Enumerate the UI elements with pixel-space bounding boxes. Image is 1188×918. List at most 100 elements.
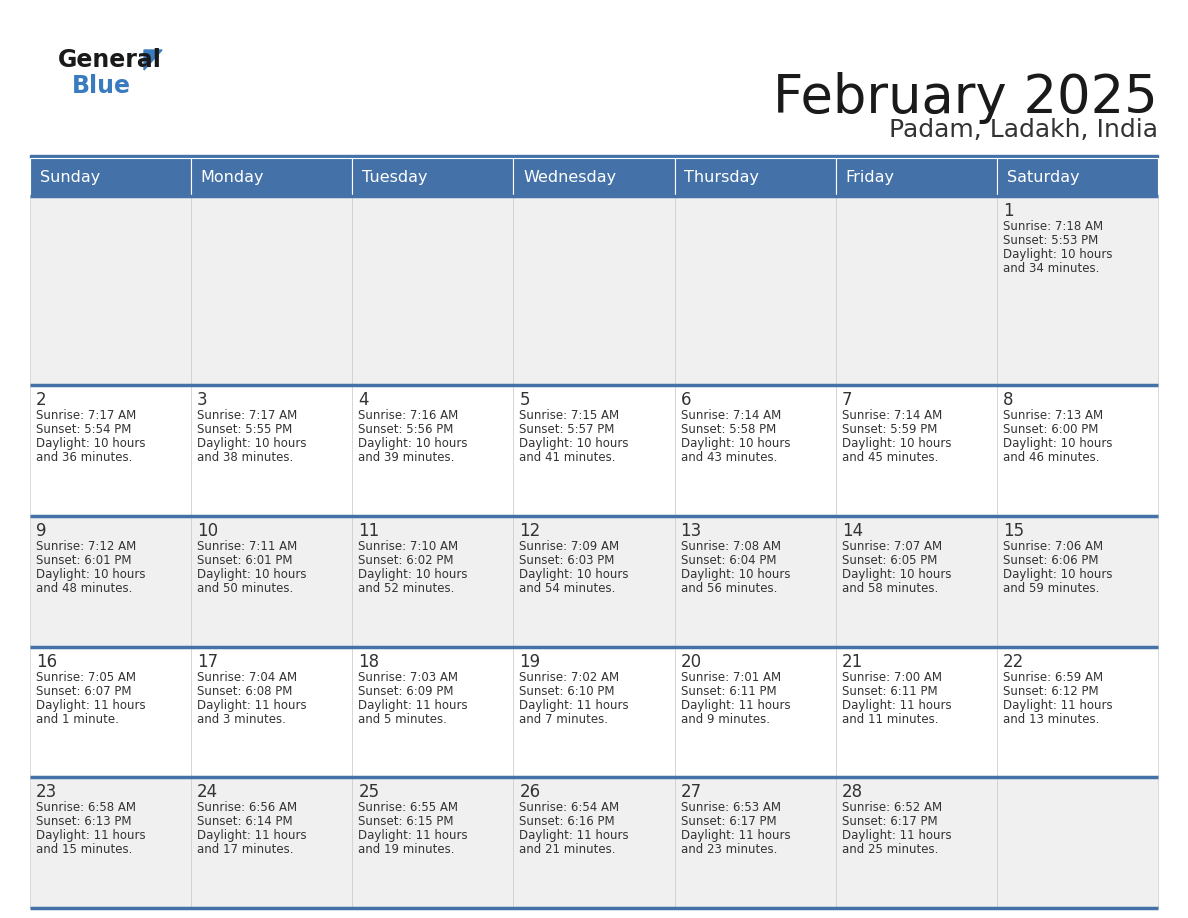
Text: Daylight: 11 hours: Daylight: 11 hours (842, 829, 952, 843)
Text: and 50 minutes.: and 50 minutes. (197, 582, 293, 595)
Text: and 52 minutes.: and 52 minutes. (359, 582, 455, 595)
Text: Sunrise: 7:06 AM: Sunrise: 7:06 AM (1003, 540, 1102, 553)
Text: and 21 minutes.: and 21 minutes. (519, 844, 615, 856)
Text: and 36 minutes.: and 36 minutes. (36, 452, 132, 465)
Text: Daylight: 10 hours: Daylight: 10 hours (1003, 568, 1112, 581)
Bar (835, 158, 997, 196)
Text: Daylight: 10 hours: Daylight: 10 hours (842, 438, 952, 451)
Bar (997, 778, 1158, 908)
Bar (191, 196, 353, 386)
Text: Sunset: 5:57 PM: Sunset: 5:57 PM (519, 423, 615, 436)
Text: Daylight: 11 hours: Daylight: 11 hours (36, 699, 146, 711)
Text: and 13 minutes.: and 13 minutes. (1003, 712, 1099, 726)
Text: Sunset: 6:03 PM: Sunset: 6:03 PM (519, 554, 615, 567)
Text: Sunset: 6:14 PM: Sunset: 6:14 PM (197, 815, 292, 828)
Text: Sunrise: 7:03 AM: Sunrise: 7:03 AM (359, 671, 459, 684)
Bar (835, 196, 997, 386)
Text: Sunset: 6:17 PM: Sunset: 6:17 PM (681, 815, 776, 828)
Text: Sunrise: 6:53 AM: Sunrise: 6:53 AM (681, 801, 781, 814)
Text: and 41 minutes.: and 41 minutes. (519, 452, 615, 465)
Text: 28: 28 (842, 783, 862, 801)
Text: Blue: Blue (72, 74, 131, 98)
Text: and 7 minutes.: and 7 minutes. (519, 712, 608, 726)
Text: Sunset: 6:01 PM: Sunset: 6:01 PM (197, 554, 292, 567)
Text: Daylight: 10 hours: Daylight: 10 hours (842, 568, 952, 581)
Text: February 2025: February 2025 (773, 72, 1158, 124)
Text: Daylight: 10 hours: Daylight: 10 hours (681, 438, 790, 451)
Text: 6: 6 (681, 391, 691, 409)
Text: 19: 19 (519, 653, 541, 671)
Bar (997, 516, 1158, 646)
Text: Sunrise: 7:09 AM: Sunrise: 7:09 AM (519, 540, 620, 553)
Bar (191, 646, 353, 778)
Text: Sunrise: 7:11 AM: Sunrise: 7:11 AM (197, 540, 297, 553)
Text: Sunset: 6:06 PM: Sunset: 6:06 PM (1003, 554, 1099, 567)
Text: and 48 minutes.: and 48 minutes. (36, 582, 132, 595)
Text: and 34 minutes.: and 34 minutes. (1003, 262, 1099, 275)
Text: Sunrise: 6:55 AM: Sunrise: 6:55 AM (359, 801, 459, 814)
Text: and 54 minutes.: and 54 minutes. (519, 582, 615, 595)
Text: Sunset: 6:17 PM: Sunset: 6:17 PM (842, 815, 937, 828)
Bar (30, 778, 191, 908)
Text: 8: 8 (1003, 391, 1013, 409)
Text: Daylight: 10 hours: Daylight: 10 hours (519, 568, 628, 581)
Text: Sunset: 6:10 PM: Sunset: 6:10 PM (519, 685, 615, 698)
Text: and 59 minutes.: and 59 minutes. (1003, 582, 1099, 595)
Bar (997, 196, 1158, 386)
Text: Sunset: 5:59 PM: Sunset: 5:59 PM (842, 423, 937, 436)
Bar (675, 158, 835, 196)
Bar (513, 778, 675, 908)
Text: and 11 minutes.: and 11 minutes. (842, 712, 939, 726)
Bar (675, 516, 835, 646)
Bar (997, 158, 1158, 196)
Bar (191, 516, 353, 646)
Text: 17: 17 (197, 653, 219, 671)
Text: Daylight: 11 hours: Daylight: 11 hours (1003, 699, 1112, 711)
Text: Daylight: 11 hours: Daylight: 11 hours (519, 699, 630, 711)
Text: and 43 minutes.: and 43 minutes. (681, 452, 777, 465)
Text: Sunset: 6:13 PM: Sunset: 6:13 PM (36, 815, 132, 828)
Text: 21: 21 (842, 653, 862, 671)
Text: and 19 minutes.: and 19 minutes. (359, 844, 455, 856)
Bar (353, 778, 513, 908)
Text: Sunset: 6:00 PM: Sunset: 6:00 PM (1003, 423, 1098, 436)
Text: Sunrise: 7:00 AM: Sunrise: 7:00 AM (842, 671, 942, 684)
Text: Daylight: 10 hours: Daylight: 10 hours (197, 438, 307, 451)
Text: Sunset: 5:54 PM: Sunset: 5:54 PM (36, 423, 132, 436)
Text: and 39 minutes.: and 39 minutes. (359, 452, 455, 465)
Text: Sunrise: 6:58 AM: Sunrise: 6:58 AM (36, 801, 135, 814)
Text: and 46 minutes.: and 46 minutes. (1003, 452, 1099, 465)
Bar (675, 386, 835, 516)
Text: Sunset: 5:56 PM: Sunset: 5:56 PM (359, 423, 454, 436)
Text: Sunrise: 7:18 AM: Sunrise: 7:18 AM (1003, 220, 1102, 233)
Text: Friday: Friday (846, 170, 895, 185)
Bar (675, 778, 835, 908)
Text: and 38 minutes.: and 38 minutes. (197, 452, 293, 465)
Text: Sunrise: 6:52 AM: Sunrise: 6:52 AM (842, 801, 942, 814)
Text: Sunrise: 6:56 AM: Sunrise: 6:56 AM (197, 801, 297, 814)
Text: 9: 9 (36, 522, 46, 540)
Bar (30, 196, 191, 386)
Bar (353, 158, 513, 196)
Text: 15: 15 (1003, 522, 1024, 540)
Bar (30, 386, 191, 516)
Text: and 45 minutes.: and 45 minutes. (842, 452, 939, 465)
Text: Saturday: Saturday (1006, 170, 1079, 185)
Text: 27: 27 (681, 783, 702, 801)
Text: Thursday: Thursday (684, 170, 759, 185)
Bar (835, 386, 997, 516)
Text: 5: 5 (519, 391, 530, 409)
Text: Sunset: 6:12 PM: Sunset: 6:12 PM (1003, 685, 1099, 698)
Text: and 5 minutes.: and 5 minutes. (359, 712, 447, 726)
Bar (513, 386, 675, 516)
Text: 14: 14 (842, 522, 862, 540)
Text: 4: 4 (359, 391, 368, 409)
Text: 20: 20 (681, 653, 702, 671)
Text: Sunrise: 7:07 AM: Sunrise: 7:07 AM (842, 540, 942, 553)
Text: 16: 16 (36, 653, 57, 671)
Text: Daylight: 10 hours: Daylight: 10 hours (681, 568, 790, 581)
Text: Sunrise: 7:02 AM: Sunrise: 7:02 AM (519, 671, 620, 684)
Text: Sunset: 6:07 PM: Sunset: 6:07 PM (36, 685, 132, 698)
Text: Daylight: 10 hours: Daylight: 10 hours (36, 438, 145, 451)
Bar (835, 516, 997, 646)
